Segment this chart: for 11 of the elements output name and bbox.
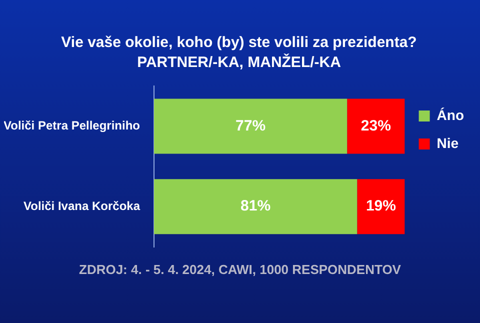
chart-subtitle: PARTNER/-KA, MANŽEL/-KA: [137, 53, 342, 72]
legend-label: Nie: [436, 134, 459, 151]
y-tick-label: Voliči Petra Pellegriniho: [4, 118, 140, 133]
data-label: 23%: [360, 117, 391, 134]
text: ZDROJ: 4. - 5. 4. 2024, CAWI, 1000 RESPONDENTOV: [78, 262, 402, 277]
data-label: 19%: [366, 198, 396, 215]
data-label: 81%: [240, 198, 271, 215]
data-label: 77%: [236, 117, 266, 134]
legend-label: Áno: [436, 106, 464, 123]
chart-title: Vie vaše okolie, koho (by) ste volili za prezidenta?: [61, 34, 417, 52]
y-tick-label: Voliči Ivana Korčoka: [24, 198, 140, 213]
